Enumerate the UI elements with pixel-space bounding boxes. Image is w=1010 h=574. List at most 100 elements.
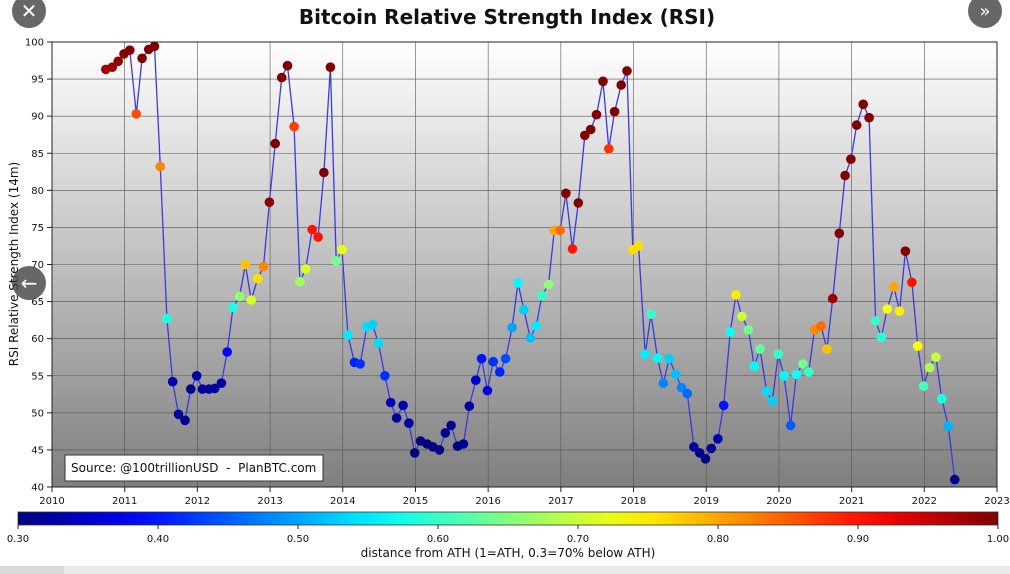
data-point [773,349,783,360]
data-point [210,383,220,394]
data-point [216,378,227,389]
data-point [743,325,754,335]
data-point [870,316,881,326]
data-point [785,420,796,431]
data-point [931,352,941,363]
data-point [476,353,487,364]
x-tick-label: 2021 [839,496,864,507]
data-point [694,448,705,458]
data-point [937,393,947,404]
data-point [761,386,772,397]
grid-lines [51,41,998,488]
data-point [779,371,789,381]
x-tick-label: 2018 [621,496,646,507]
data-point [900,246,911,256]
colorbar-tick-label: 1.00 [987,534,1009,545]
data-point [180,415,190,426]
data-point [186,384,196,394]
x-tick-label: 2020 [766,496,791,507]
data-point [713,434,723,444]
data-point [367,319,378,330]
data-point [300,264,311,274]
y-tick-label: 70 [31,260,44,271]
arrow-left-icon: ← [20,271,38,295]
colorbar-gradient [17,511,999,526]
y-tick-label: 60 [31,334,44,345]
data-point [591,109,602,120]
data-point [137,53,147,64]
x-tick-label: 2012 [185,496,210,507]
data-point [537,290,547,301]
data-point [149,41,160,52]
y-axis-label: RSI Relative Strength Index (14m) [7,162,21,366]
colorbar-label: distance from ATH (1=ATH, 0.3=70% below … [361,546,656,560]
data-point [234,291,245,302]
data-point [228,302,238,313]
data-point [409,448,420,458]
data-point [598,76,608,87]
data-point [633,241,644,251]
bottom-scroll-thumb[interactable] [0,566,64,574]
axes: 40 45 50 55 60 65 70 75 80 85 90 95 100 2010 2011 2012 2… [25,38,1010,508]
y-tick-label: 80 [31,186,44,197]
previous-button[interactable]: ← [12,266,46,300]
data-point [749,361,759,371]
data-point [652,353,663,363]
data-point [495,367,505,377]
data-point [767,396,778,406]
chart-title: Bitcoin Relative Strength Index (RSI) [299,5,715,29]
data-point [391,413,402,423]
colorbar: 0.30 0.40 0.50 0.60 0.70 0.80 0.90 1.00 [7,511,1009,545]
data-point [507,322,517,333]
data-point [731,290,741,300]
data-point [295,276,305,287]
data-point [258,261,269,272]
y-tick-label: 50 [31,408,44,419]
data-point [737,311,747,322]
data-point [191,371,202,381]
data-point [252,273,263,284]
data-point [488,356,499,367]
source-note-box [64,454,324,482]
data-point [640,349,650,360]
data-point [434,445,445,455]
data-point [561,188,571,199]
data-point [676,382,687,393]
data-point [876,332,887,343]
y-tick-label: 85 [31,149,44,160]
data-point [162,313,172,324]
data-point [440,428,451,438]
data-point [840,170,850,181]
data-point [264,197,275,207]
data-point [167,376,178,387]
data-point [319,167,329,178]
data-point [755,344,765,354]
x-tick-label: 2019 [694,496,719,507]
series-points [101,41,960,485]
data-point [500,353,511,364]
data-point [664,353,674,364]
data-point [882,304,892,314]
data-point [609,106,620,117]
close-button[interactable]: ✕ [12,0,46,28]
data-point [173,409,184,420]
data-point [355,359,366,369]
data-point [585,124,596,135]
data-point [222,347,232,357]
data-point [337,244,347,255]
data-point [404,418,414,429]
data-point [658,378,669,389]
data-point [289,121,299,132]
colorbar-tick-label: 0.70 [567,534,589,545]
data-point [803,367,814,377]
data-point [482,385,493,396]
data-point [827,293,838,304]
data-point [718,400,729,411]
data-point [307,224,318,235]
data-point [670,369,681,380]
next-button[interactable]: » [968,0,1002,28]
data-point [471,375,481,386]
source-note: Source: @100trillionUSD - PlanBTC.com [64,454,324,482]
data-point [791,369,802,380]
x-tick-label: 2015 [403,496,428,507]
